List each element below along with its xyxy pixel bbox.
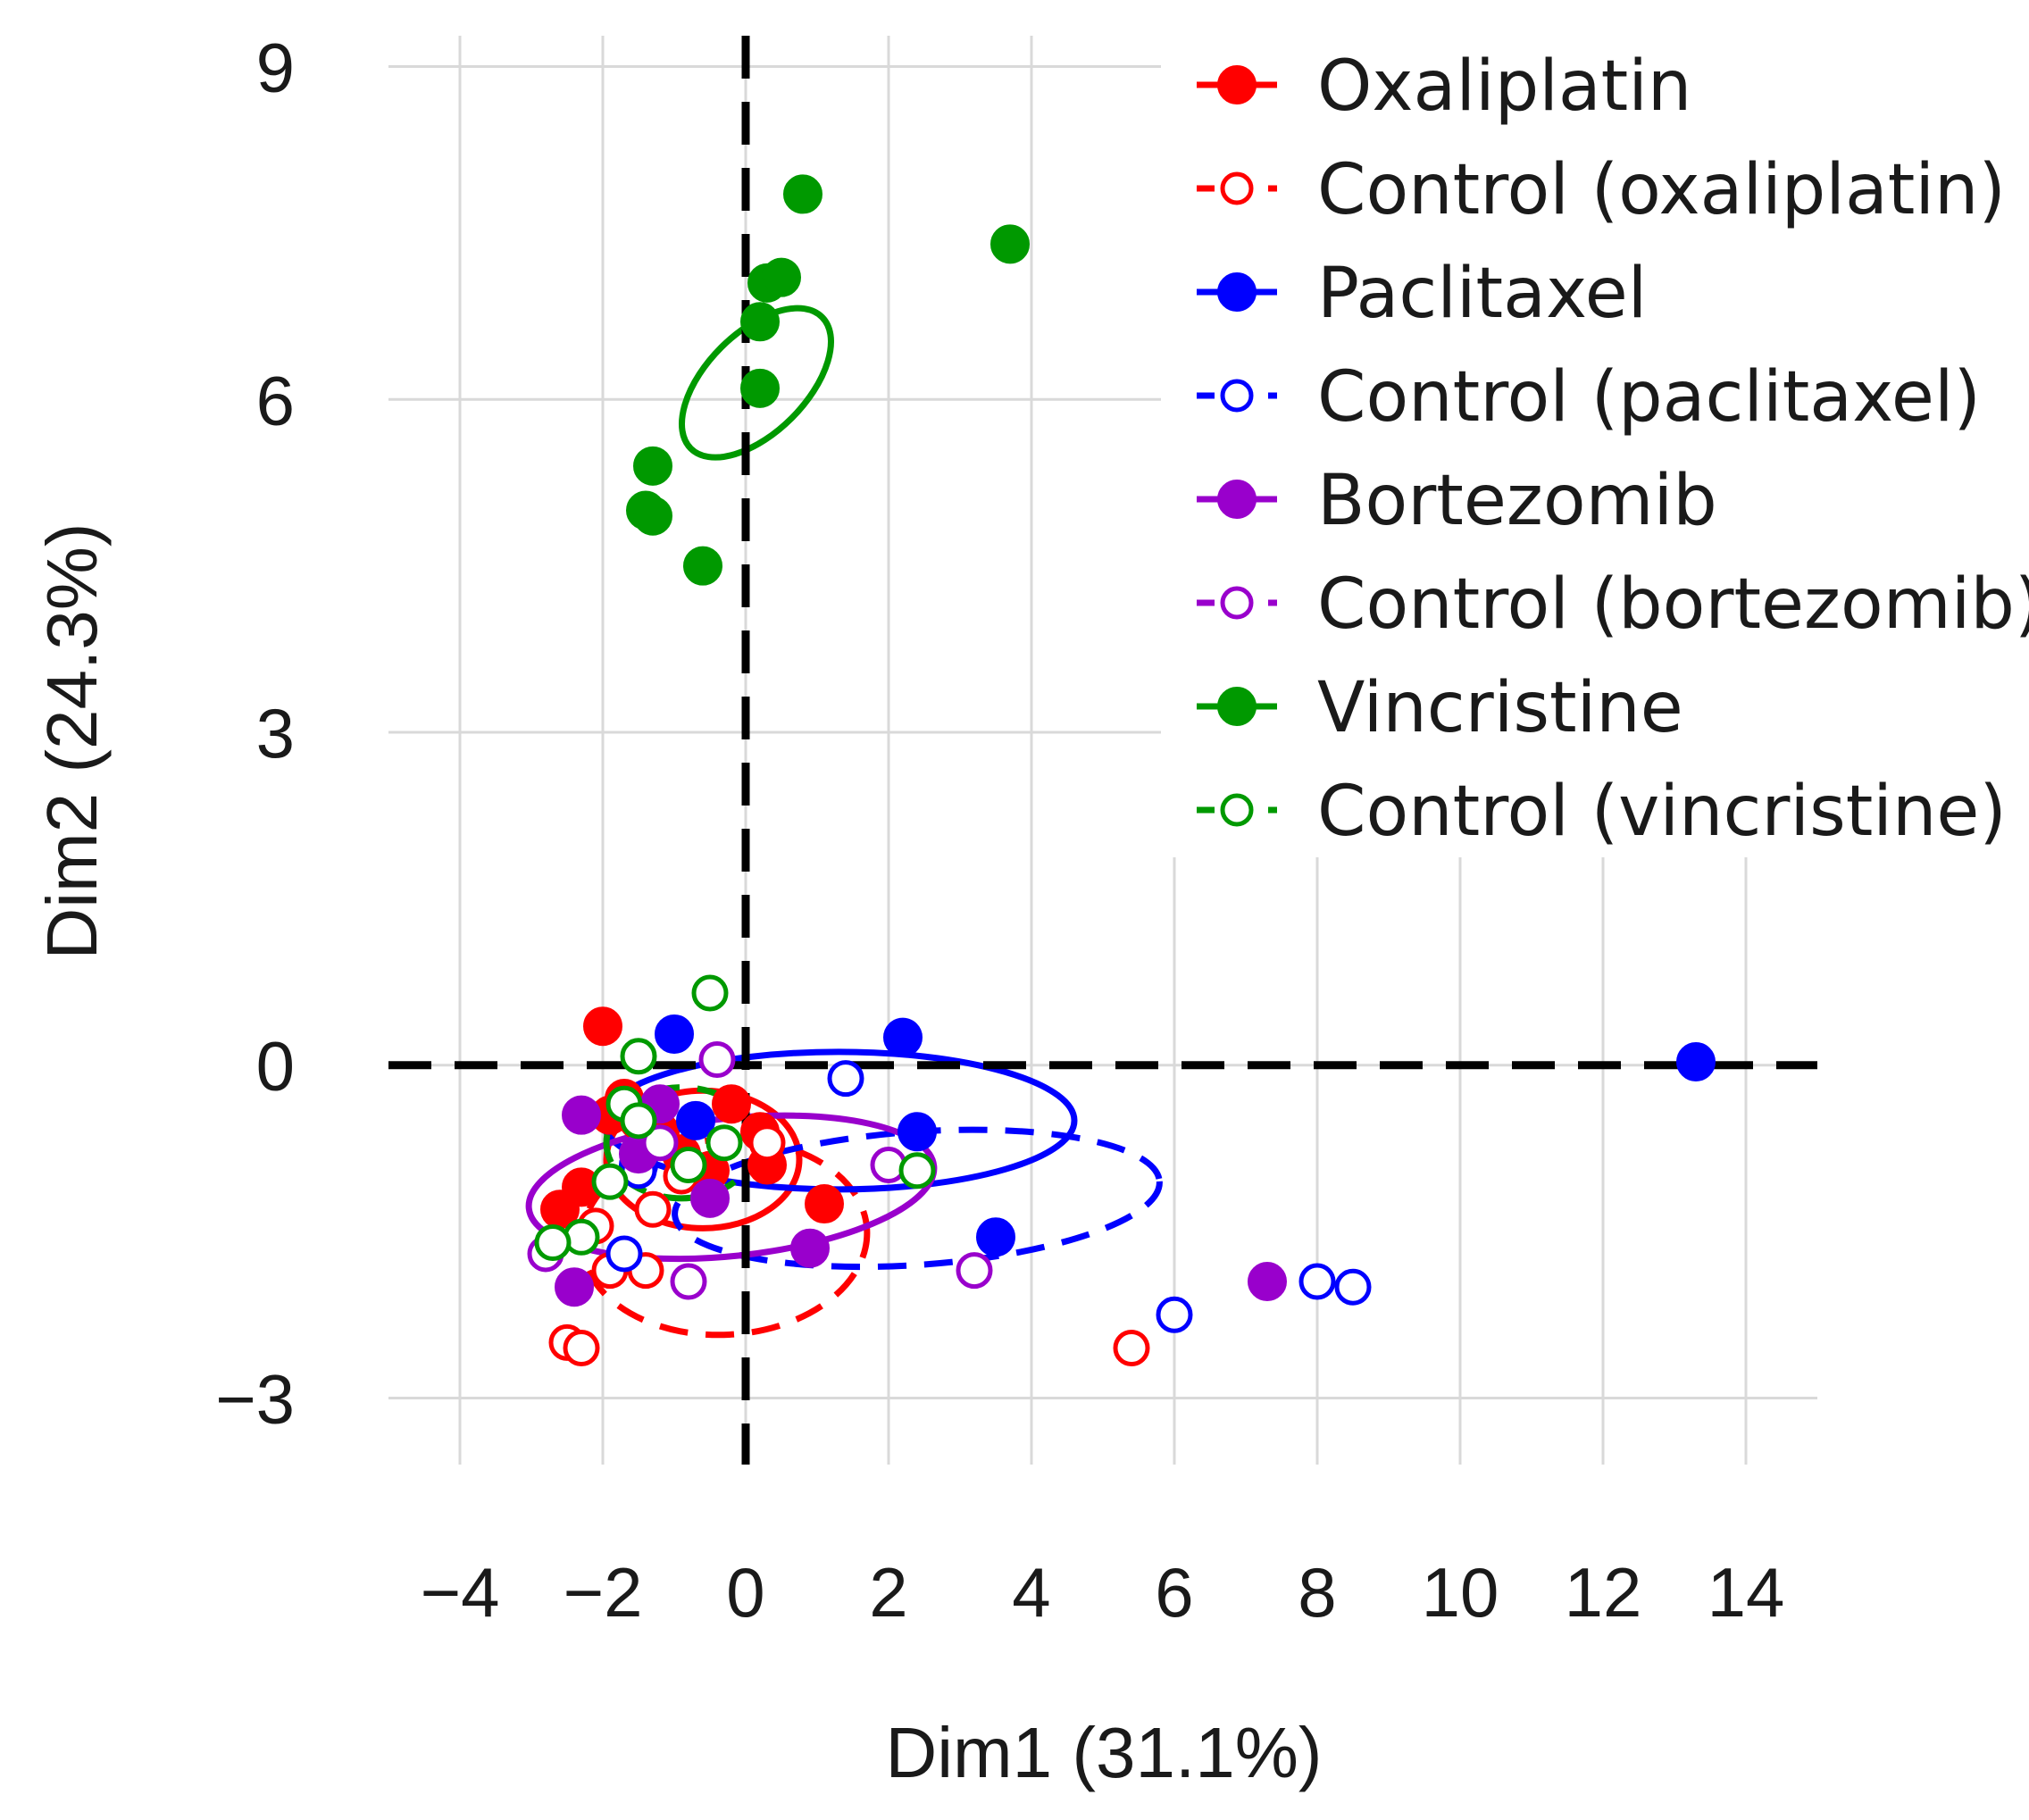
data-point-series-4 xyxy=(555,1267,594,1307)
data-point-series-4 xyxy=(1248,1262,1287,1301)
data-point-series-7 xyxy=(620,1102,657,1140)
data-point-series-6 xyxy=(633,446,672,486)
x-axis-label: Dim1 (31.1%) xyxy=(885,1713,1322,1792)
data-point-series-3 xyxy=(1156,1296,1193,1333)
y-tick-label: 0 xyxy=(256,1027,295,1106)
x-tick-label: 4 xyxy=(1012,1553,1050,1632)
data-point-series-0 xyxy=(712,1084,751,1124)
data-point-series-7 xyxy=(620,1038,657,1075)
data-point-series-5 xyxy=(641,1124,679,1162)
legend-key-marker xyxy=(1217,480,1257,519)
data-point-series-7 xyxy=(670,1147,707,1184)
data-point-series-3 xyxy=(827,1060,864,1098)
data-point-series-0 xyxy=(583,1006,622,1047)
data-point-series-6 xyxy=(762,257,801,297)
legend-entry-label: Paclitaxel xyxy=(1317,254,1647,334)
data-point-series-1 xyxy=(634,1190,672,1228)
legend-entry-label: Bortezomib xyxy=(1317,461,1717,541)
legend-key-marker xyxy=(1220,793,1254,827)
x-tick-label: 6 xyxy=(1155,1553,1193,1632)
data-point-series-2 xyxy=(1676,1042,1716,1081)
x-tick-label: 0 xyxy=(726,1553,764,1632)
data-point-series-0 xyxy=(805,1184,844,1224)
legend: Oxaliplatin Control (oxaliplatin) Paclitax… xyxy=(1161,27,2029,857)
legend-key-marker xyxy=(1220,586,1254,620)
y-tick-label: 6 xyxy=(256,361,295,439)
x-tick-label: 8 xyxy=(1298,1553,1336,1632)
y-tick-label: 9 xyxy=(256,29,295,107)
data-point-series-6 xyxy=(783,174,822,214)
data-point-series-3 xyxy=(1334,1268,1372,1306)
data-point-series-6 xyxy=(990,224,1030,264)
x-tick-label: −4 xyxy=(421,1553,500,1632)
confidence-ellipse-3 xyxy=(672,1126,1163,1271)
data-point-series-4 xyxy=(562,1095,601,1135)
data-point-series-7 xyxy=(898,1152,936,1190)
data-point-series-3 xyxy=(1298,1263,1336,1300)
confidence-ellipse-6 xyxy=(679,305,834,461)
legend-entry-label: Control (vincristine) xyxy=(1317,772,2007,852)
data-point-series-5 xyxy=(956,1252,993,1290)
data-point-series-4 xyxy=(690,1178,730,1218)
legend-key-marker xyxy=(1220,171,1254,205)
data-point-series-1 xyxy=(1113,1330,1150,1367)
data-point-series-6 xyxy=(683,546,722,586)
x-tick-label: 10 xyxy=(1422,1553,1499,1632)
legend-entry-label: Oxaliplatin xyxy=(1317,46,1691,127)
x-tick-label: 12 xyxy=(1565,1553,1642,1632)
data-point-series-4 xyxy=(790,1228,830,1268)
legend-key-marker xyxy=(1217,272,1257,312)
data-point-series-7 xyxy=(534,1224,572,1262)
y-axis-label: Dim2 (24.3%) xyxy=(32,522,112,959)
data-point-series-7 xyxy=(706,1124,743,1162)
data-point-series-1 xyxy=(563,1330,600,1367)
data-point-series-6 xyxy=(740,302,780,342)
y-tick-label: 3 xyxy=(256,694,295,772)
data-point-series-7 xyxy=(591,1163,629,1200)
data-point-series-6 xyxy=(633,496,672,536)
legend-key-marker xyxy=(1217,687,1257,726)
data-point-series-2 xyxy=(655,1014,694,1054)
data-point-series-2 xyxy=(898,1112,937,1152)
data-point-series-2 xyxy=(976,1217,1015,1257)
legend-entry-label: Vincristine xyxy=(1317,668,1683,748)
data-point-series-1 xyxy=(748,1124,786,1162)
data-point-series-2 xyxy=(676,1100,715,1140)
legend-entry-label: Control (bortezomib) xyxy=(1317,564,2029,645)
x-tick-label: 2 xyxy=(869,1553,907,1632)
legend-entry-label: Control (paclitaxel) xyxy=(1317,357,1981,438)
y-tick-label: −3 xyxy=(215,1359,295,1438)
legend-key-marker xyxy=(1217,65,1257,104)
x-tick-label: 14 xyxy=(1708,1553,1785,1632)
data-point-series-6 xyxy=(740,368,780,408)
data-point-series-5 xyxy=(670,1263,707,1300)
x-tick-label: −2 xyxy=(564,1553,643,1632)
legend-key-marker xyxy=(1220,379,1254,413)
data-point-series-2 xyxy=(883,1017,923,1057)
legend-entry-label: Control (oxaliplatin) xyxy=(1317,150,2006,230)
data-point-series-7 xyxy=(691,974,729,1012)
data-point-series-5 xyxy=(698,1041,736,1079)
data-point-series-3 xyxy=(605,1235,643,1273)
legend-background xyxy=(1161,27,2018,857)
